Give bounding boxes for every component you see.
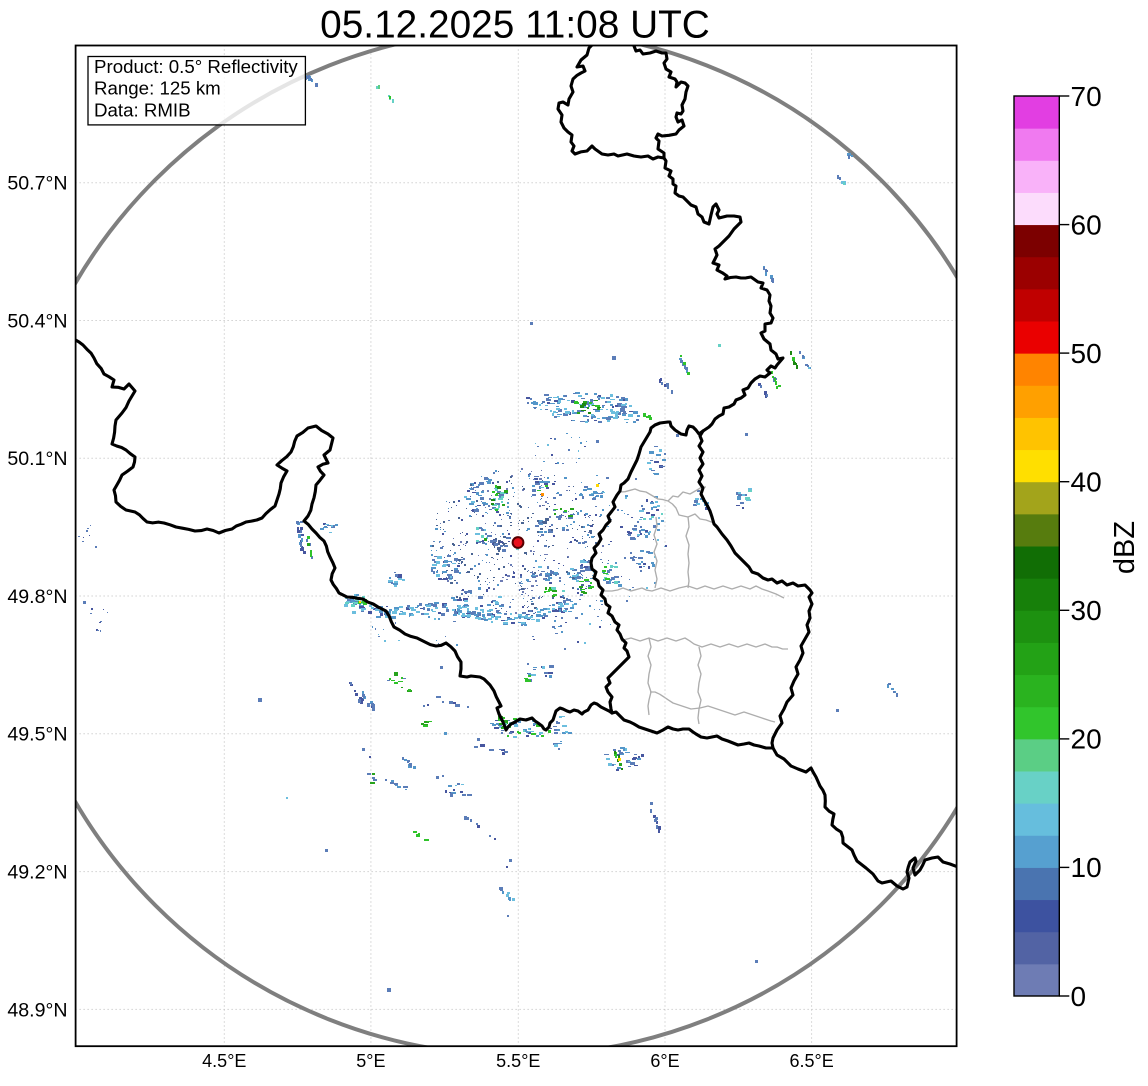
svg-text:60: 60	[1071, 209, 1102, 240]
svg-text:Data: RMIB: Data: RMIB	[94, 99, 191, 120]
svg-text:6°E: 6°E	[650, 1051, 679, 1071]
svg-text:05.12.2025 11:08 UTC: 05.12.2025 11:08 UTC	[320, 4, 710, 47]
svg-text:70: 70	[1071, 81, 1102, 112]
svg-text:10: 10	[1071, 852, 1102, 883]
svg-text:48.9°N: 48.9°N	[7, 999, 67, 1021]
svg-text:30: 30	[1071, 595, 1102, 626]
svg-text:5.5°E: 5.5°E	[496, 1051, 540, 1071]
svg-text:20: 20	[1071, 724, 1102, 755]
svg-text:dBZ: dBZ	[1109, 521, 1141, 574]
svg-text:49.8°N: 49.8°N	[7, 586, 67, 608]
svg-text:50.1°N: 50.1°N	[7, 448, 67, 470]
svg-text:Product: 0.5° Reflectivity: Product: 0.5° Reflectivity	[94, 56, 298, 77]
svg-text:5°E: 5°E	[356, 1051, 385, 1071]
svg-text:50.7°N: 50.7°N	[7, 173, 67, 195]
svg-text:50.4°N: 50.4°N	[7, 310, 67, 332]
svg-text:40: 40	[1071, 467, 1102, 498]
svg-text:Range: 125 km: Range: 125 km	[94, 78, 221, 99]
svg-text:6.5°E: 6.5°E	[789, 1051, 833, 1071]
svg-text:49.5°N: 49.5°N	[7, 724, 67, 746]
svg-text:4.5°E: 4.5°E	[202, 1051, 246, 1071]
svg-text:49.2°N: 49.2°N	[7, 862, 67, 884]
svg-text:50: 50	[1071, 338, 1102, 369]
svg-text:0: 0	[1071, 981, 1087, 1012]
